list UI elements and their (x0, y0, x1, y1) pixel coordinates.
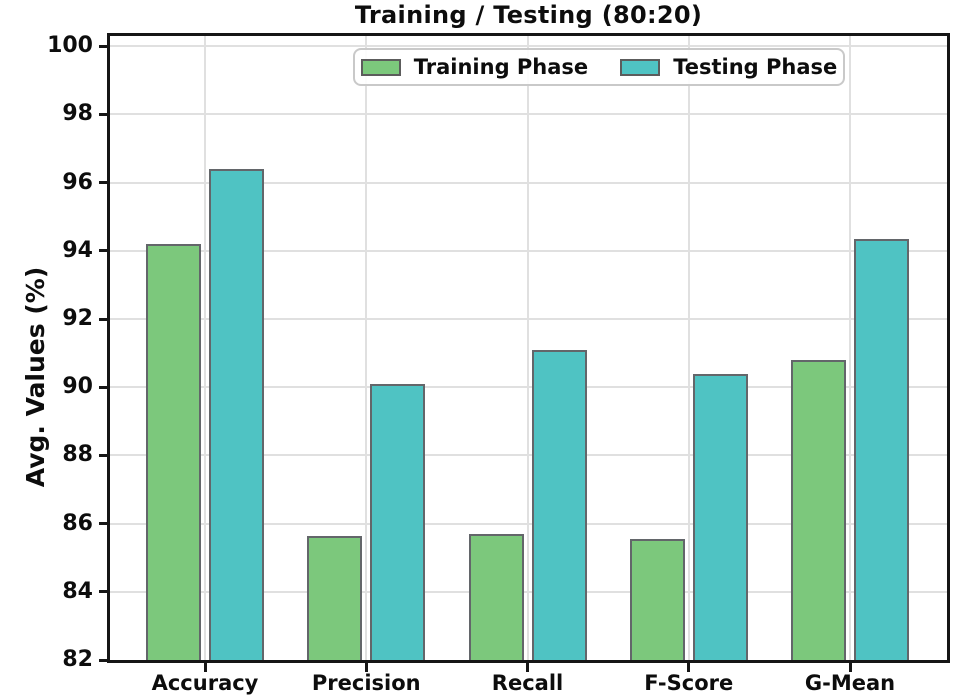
y-tick-label-84: 84 (62, 578, 93, 604)
bar-precision-testing-phase (370, 383, 426, 660)
x-tick-mark-recall (526, 663, 529, 672)
y-tick-mark-98 (99, 112, 107, 116)
x-tick-mark-f-score (687, 663, 691, 672)
y-tick-mark-90 (99, 385, 107, 389)
x-tick-label-g-mean: G-Mean (804, 671, 896, 695)
v-gridline-precision (365, 36, 368, 660)
y-tick-label-86: 86 (62, 510, 93, 536)
y-tick-label-82: 82 (62, 647, 93, 672)
legend-label-training-phase: Training Phase (413, 55, 589, 79)
v-gridline-recall (526, 36, 529, 660)
bar-recall-training-phase (468, 533, 524, 660)
chart-title: Training / Testing (80:20) (354, 1, 703, 29)
bar-precision-training-phase (307, 535, 363, 660)
v-gridline-f-score (687, 36, 690, 660)
y-tick-mark-84 (99, 590, 107, 594)
h-gridline-84 (110, 590, 947, 593)
y-tick-label-94: 94 (62, 237, 93, 263)
y-tick-mark-86 (99, 522, 107, 526)
legend-label-testing-phase: Testing Phase (673, 55, 838, 79)
v-gridline-accuracy (204, 36, 206, 660)
bar-f-score-training-phase (629, 538, 685, 660)
y-tick-mark-82 (99, 658, 107, 662)
h-gridline-86 (110, 522, 947, 525)
bar-recall-testing-phase (531, 349, 587, 660)
h-gridline-92 (110, 318, 947, 321)
y-tick-label-88: 88 (62, 442, 93, 468)
h-gridline-88 (110, 454, 947, 457)
x-tick-label-f-score: F-Score (644, 671, 734, 695)
y-tick-mark-100 (99, 44, 107, 48)
y-tick-mark-88 (99, 453, 107, 457)
bar-f-score-testing-phase (692, 373, 748, 660)
h-gridline-94 (110, 249, 947, 252)
legend: Training Phase Testing Phase (353, 48, 845, 86)
y-tick-label-90: 90 (62, 374, 93, 400)
h-gridline-96 (110, 181, 947, 184)
v-gridline-g-mean (849, 36, 851, 660)
bar-g-mean-testing-phase (854, 238, 909, 660)
y-tick-label-98: 98 (62, 101, 93, 127)
x-tick-mark-precision (364, 663, 368, 672)
bar-g-mean-training-phase (791, 359, 846, 660)
plot-area: Training Phase Testing Phase (107, 33, 950, 663)
x-tick-label-accuracy: Accuracy (151, 671, 259, 695)
y-tick-label-92: 92 (62, 306, 93, 332)
h-gridline-100 (110, 45, 947, 48)
x-tick-mark-g-mean (848, 663, 852, 672)
y-tick-mark-94 (99, 249, 107, 253)
legend-swatch-training-phase (360, 58, 401, 76)
y-tick-mark-92 (99, 317, 107, 321)
y-tick-label-100: 100 (47, 33, 93, 59)
h-gridline-98 (110, 113, 947, 116)
bar-accuracy-training-phase (146, 244, 201, 660)
bar-accuracy-testing-phase (209, 168, 264, 660)
y-tick-label-96: 96 (62, 169, 93, 195)
h-gridline-90 (110, 386, 947, 389)
y-tick-mark-96 (99, 181, 107, 185)
x-tick-label-recall: Recall (491, 671, 564, 695)
x-tick-mark-accuracy (203, 663, 207, 672)
legend-swatch-testing-phase (620, 58, 661, 76)
x-tick-label-precision: Precision (311, 671, 421, 695)
